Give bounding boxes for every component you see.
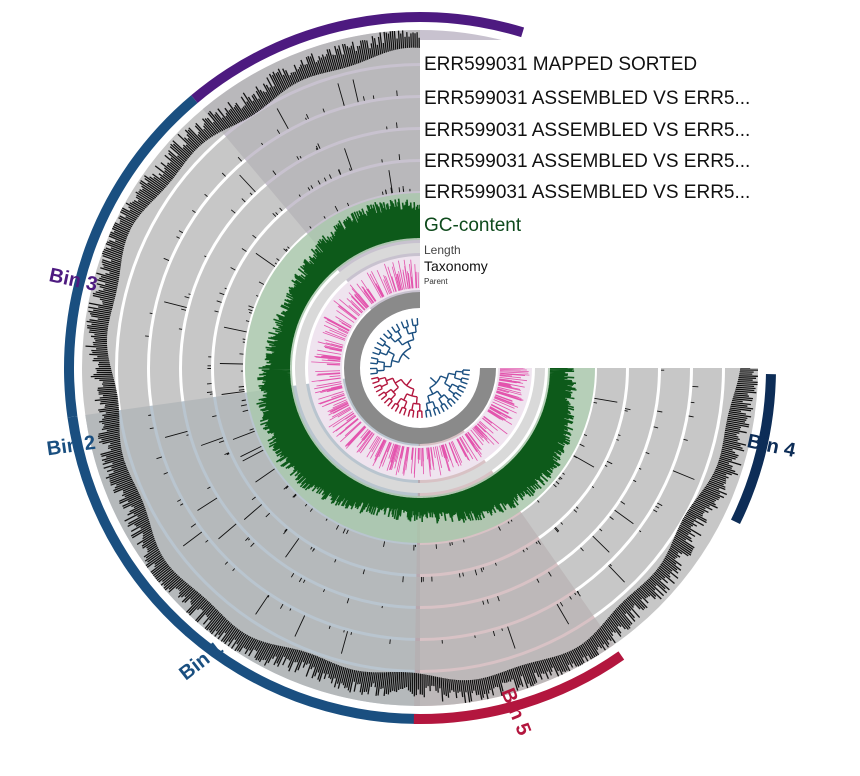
- length-label: Length: [424, 243, 461, 257]
- taxonomy-label: Taxonomy: [424, 258, 488, 274]
- layer-label-2: ERR599031 ASSEMBLED VS ERR5...: [424, 88, 750, 109]
- bin-label-2: Bin 2: [45, 432, 96, 461]
- layer-label-3: ERR599031 ASSEMBLED VS ERR5...: [424, 120, 750, 141]
- bin-label-4: Bin 4: [745, 430, 798, 462]
- layer-label-1: ERR599031 MAPPED SORTED: [424, 54, 697, 75]
- gc-content-label: GC-content: [424, 215, 522, 236]
- bin-label-3: Bin 3: [47, 264, 99, 296]
- layer-label-5: ERR599031 ASSEMBLED VS ERR5...: [424, 182, 750, 203]
- layer-label-4: ERR599031 ASSEMBLED VS ERR5...: [424, 151, 750, 172]
- parent-label: Parent: [424, 277, 448, 286]
